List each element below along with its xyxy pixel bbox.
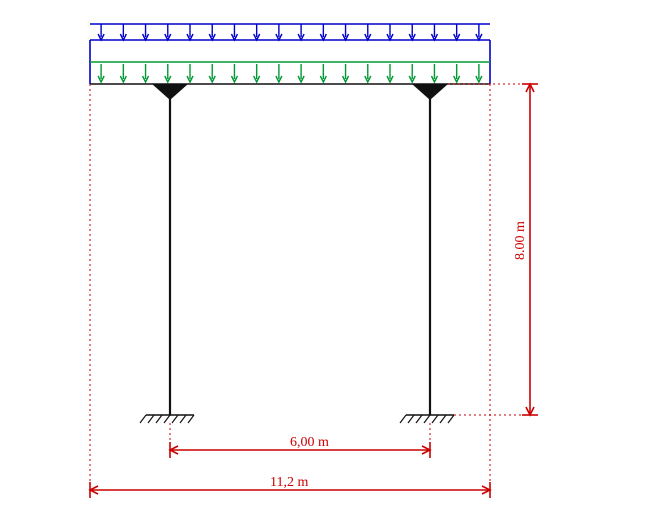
support-hatch — [140, 415, 146, 423]
support-hatch — [148, 415, 154, 423]
support-hatch — [172, 415, 178, 423]
dim-height-label: 8.00 m — [513, 221, 528, 260]
dim-span-label: 6,00 m — [290, 435, 329, 450]
support-hatch — [416, 415, 422, 423]
support-hatch — [448, 415, 454, 423]
support-hatch — [408, 415, 414, 423]
support-hatch — [180, 415, 186, 423]
support-hatch — [400, 415, 406, 423]
support-hatch — [156, 415, 162, 423]
support-hatch — [164, 415, 170, 423]
haunch — [152, 84, 188, 100]
support-hatch — [424, 415, 430, 423]
support-hatch — [440, 415, 446, 423]
support-hatch — [432, 415, 438, 423]
haunch — [412, 84, 448, 100]
structural-diagram: 6,00 m 11,2 m 8.00 m — [0, 0, 645, 513]
dim-total-label: 11,2 m — [270, 475, 308, 490]
support-hatch — [188, 415, 194, 423]
